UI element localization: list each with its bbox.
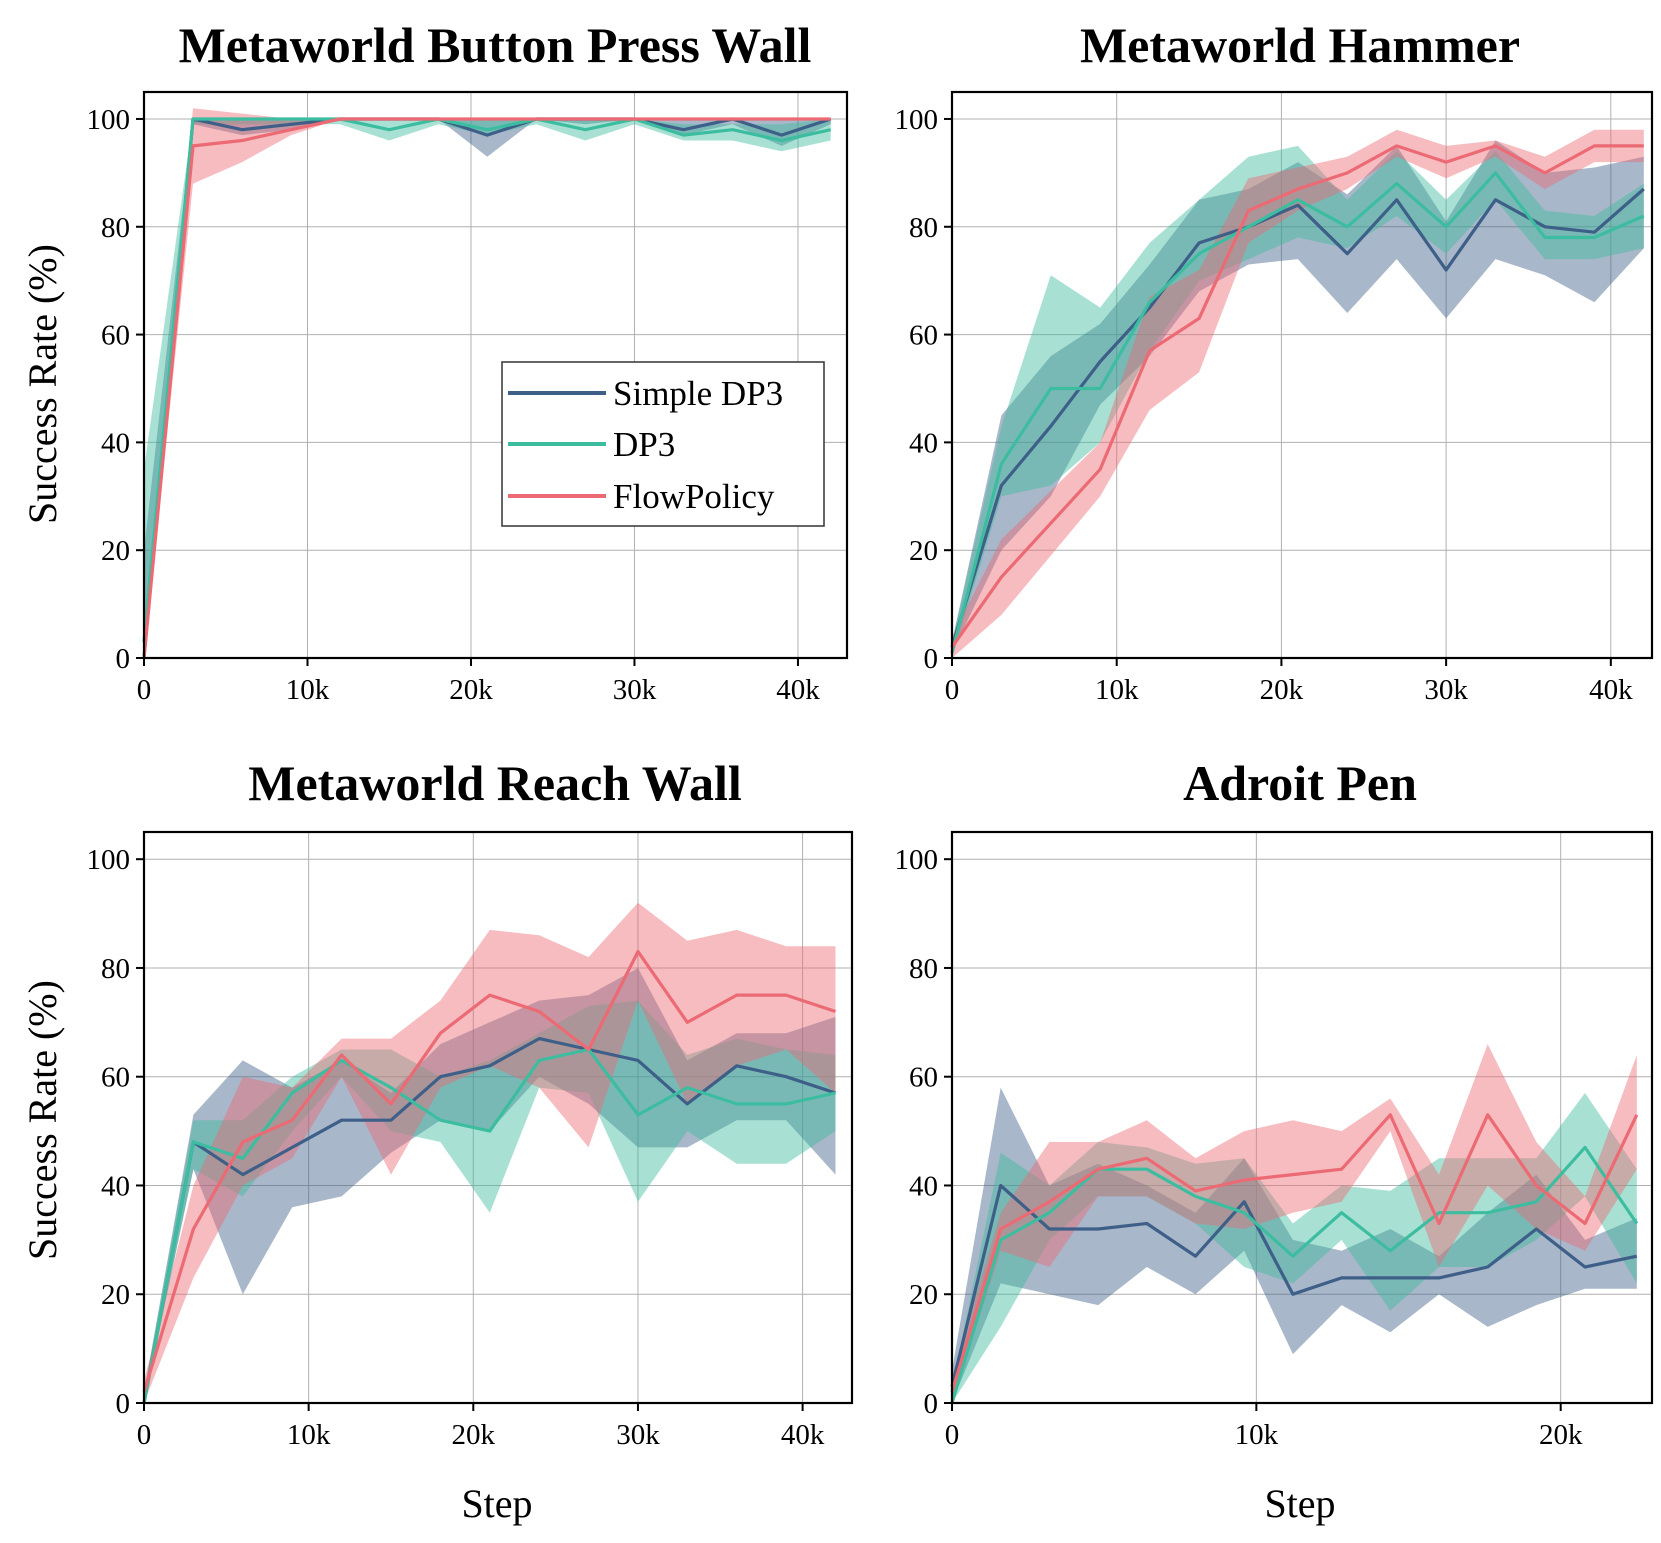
- y-tick-label: 60: [101, 1062, 130, 1094]
- y-tick-label: 60: [909, 320, 938, 352]
- band-dp3: [952, 145, 1644, 658]
- x-tick-label: 0: [137, 674, 152, 706]
- y-tick-label: 100: [87, 844, 131, 876]
- y-tick-label: 20: [101, 535, 130, 567]
- band-flowpolicy: [952, 1044, 1637, 1403]
- plot-frame: [142, 90, 849, 660]
- panel-3-title: Metaworld Reach Wall: [248, 755, 742, 811]
- panel-3: 0 20 40 60 80 100 0 10k 20k 30k 40k: [87, 830, 854, 1451]
- x-tick-label: 20k: [1539, 1419, 1583, 1451]
- y-tick-label: 100: [895, 844, 939, 876]
- x-tick-label: 40k: [776, 674, 820, 706]
- x-tick-label: 10k: [287, 1419, 331, 1451]
- x-tick-label: 40k: [781, 1419, 825, 1451]
- panel-4-title: Adroit Pen: [1183, 755, 1417, 811]
- line-flowpolicy: [950, 1113, 1639, 1393]
- legend-label-flowpolicy: FlowPolicy: [613, 477, 775, 516]
- y-tick-label: 40: [909, 1170, 938, 1202]
- y-tick-label: 20: [909, 1279, 938, 1311]
- band-flowpolicy: [144, 108, 831, 658]
- y-tick-label: 60: [101, 320, 130, 352]
- line-dp3: [142, 1047, 836, 1404]
- x-tick-label: 10k: [286, 674, 330, 706]
- y-tick-label: 40: [101, 427, 130, 459]
- panel-3-xlabel: Step: [461, 1481, 532, 1526]
- y-tick-label: 100: [87, 104, 131, 136]
- y-tick-label: 0: [116, 643, 131, 675]
- line-dp3: [142, 117, 832, 642]
- plot-frame: [142, 830, 854, 1405]
- band-simple-dp3: [952, 1087, 1637, 1403]
- y-tick-label: 80: [909, 953, 938, 985]
- y-tick-label: 100: [895, 104, 939, 136]
- legend: Simple DP3 DP3 FlowPolicy: [501, 361, 825, 527]
- x-tick-label: 10k: [1235, 1419, 1279, 1451]
- panel-4: 0 20 40 60 80 100 0 10k 20k: [895, 830, 1654, 1451]
- y-tick-label: 40: [101, 1170, 130, 1202]
- y-tick-label: 80: [101, 212, 130, 244]
- y-tick-label: 60: [909, 1062, 938, 1094]
- line-simple-dp3: [950, 1183, 1638, 1388]
- panel-4-xlabel: Step: [1264, 1481, 1335, 1526]
- x-tick-label: 30k: [616, 1419, 660, 1451]
- y-tick-label: 80: [101, 953, 130, 985]
- y-tick-label: 20: [101, 1279, 130, 1311]
- line-flowpolicy: [950, 144, 1644, 649]
- x-tick-label: 0: [945, 1419, 960, 1451]
- y-tick-label: 20: [909, 535, 938, 567]
- line-simple-dp3: [142, 1036, 837, 1404]
- panel-3-ylabel: Success Rate (%): [20, 980, 65, 1260]
- line-flowpolicy: [142, 117, 831, 659]
- panel-1-title: Metaworld Button Press Wall: [179, 17, 812, 73]
- line-dp3: [950, 171, 1645, 654]
- x-tick-label: 40k: [1589, 674, 1633, 706]
- line-dp3: [950, 1145, 1639, 1404]
- y-tick-label: 40: [909, 427, 938, 459]
- x-tick-label: 20k: [452, 1419, 496, 1451]
- line-simple-dp3: [142, 117, 832, 659]
- band-simple-dp3: [952, 140, 1644, 653]
- plot-frame: [950, 90, 1654, 660]
- x-tick-label: 10k: [1095, 674, 1139, 706]
- band-flowpolicy: [144, 902, 836, 1403]
- panels: 0 20 40 60 80 100 0 10k 20k 30k 40k 0 20 40 60 80 100 0 10…: [87, 90, 1654, 1451]
- legend-label-simple-dp3: Simple DP3: [613, 374, 783, 413]
- x-tick-label: 0: [137, 1419, 152, 1451]
- x-tick-label: 0: [945, 674, 960, 706]
- x-tick-label: 20k: [1260, 674, 1304, 706]
- line-flowpolicy: [142, 949, 837, 1393]
- plot-frame: [950, 830, 1654, 1405]
- y-tick-label: 0: [924, 643, 939, 675]
- x-tick-label: 20k: [449, 674, 493, 706]
- x-tick-label: 30k: [1424, 674, 1468, 706]
- legend-label-dp3: DP3: [613, 425, 675, 464]
- panel-2-title: Metaworld Hammer: [1080, 17, 1520, 73]
- panel-1-ylabel: Success Rate (%): [20, 244, 65, 524]
- y-tick-label: 80: [909, 212, 938, 244]
- y-tick-label: 0: [116, 1388, 131, 1420]
- x-tick-label: 30k: [613, 674, 657, 706]
- y-tick-label: 0: [924, 1388, 939, 1420]
- panel-2: 0 20 40 60 80 100 0 10k 20k 30k 40k: [895, 90, 1654, 706]
